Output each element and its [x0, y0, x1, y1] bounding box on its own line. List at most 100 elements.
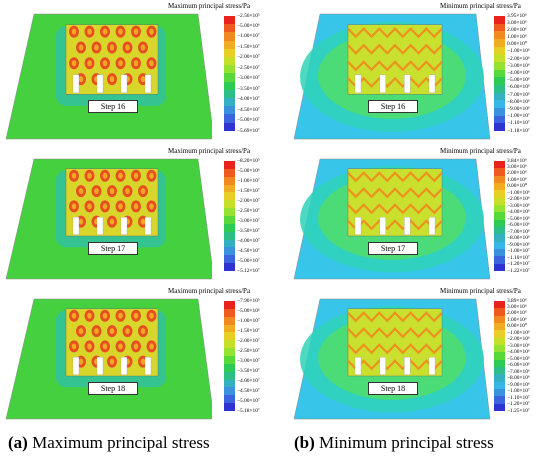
max-2-pillar-core	[94, 328, 99, 335]
min-2-tick-label: −9.00×10⁶	[507, 381, 530, 388]
min-stress-panel-step16: Step 16 Minimum principal stress/Pa 3.95×1…	[280, 0, 550, 145]
min-0-step-label: Step 16	[368, 100, 418, 114]
max-0-colorbar-swatch	[224, 114, 235, 123]
min-2-colorbar-swatch	[494, 381, 505, 389]
max-1-colorbar-swatch	[224, 208, 235, 217]
max-2-tick-label: −4.00×10⁷	[237, 377, 260, 384]
max-0-colorbar	[224, 16, 235, 131]
min-2-colorbar-swatch	[494, 374, 505, 382]
min-0-opening	[428, 74, 436, 94]
min-1-tick-label: 2.00×10⁶	[507, 170, 527, 177]
max-2-step-label: Step 18	[88, 382, 138, 395]
max-1-tick-label: −5.00×10⁷	[237, 257, 260, 264]
max-2-tick-label: −5.00×10⁶	[237, 307, 260, 314]
max-2-tick-label: −3.00×10⁷	[237, 357, 260, 364]
max-1-pillar-core	[94, 188, 99, 195]
max-0-opening	[96, 74, 104, 94]
min-0-tick-label: −1.00×10⁷	[507, 113, 530, 120]
max-1-pillar-core	[149, 172, 154, 179]
min-0-excavation-block	[347, 24, 443, 95]
max-0-colorbar-swatch	[224, 81, 235, 90]
min-0-colorbar-swatch	[494, 123, 505, 131]
min-1-wave-row	[347, 171, 443, 183]
min-2-tick-label: 3.00×10⁶	[507, 304, 527, 310]
min-2-colorbar-swatch	[494, 308, 505, 316]
max-1-opening	[144, 217, 152, 235]
min-2-colorbar	[494, 301, 505, 411]
min-1-colorbar-swatch	[494, 161, 505, 169]
max-0-colorbar-swatch	[224, 98, 235, 107]
min-1-colorbar	[494, 161, 505, 271]
min-1-colorbar-swatch	[494, 190, 505, 198]
max-2-tick-label: −5.18×10⁷	[237, 407, 260, 414]
min-1-tick-label: 1.00×10⁶	[507, 176, 527, 183]
caption-a-label: (a)	[8, 433, 28, 452]
max-stress-panel-step18: Step 18 Maximum principal stress/Pa −7.90×…	[0, 285, 275, 425]
min-1-tick-label: −9.00×10⁶	[507, 241, 530, 248]
min-0-colorbar-swatch	[494, 115, 505, 124]
min-0-colorbar-swatch	[494, 77, 505, 85]
max-0-tick-label: −4.00×10⁷	[237, 96, 260, 103]
min-1-tick-label: 3.00×10⁶	[507, 164, 527, 170]
min-2-wave-row	[347, 359, 443, 371]
caption-b-text: Minimum principal stress	[319, 433, 494, 452]
max-1-colorbar-swatch	[224, 184, 235, 193]
min-2-colorbar-swatch	[494, 301, 505, 309]
max-0-pillar-core	[140, 44, 146, 51]
max-1-legend-title: Maximum principal stress/Pa	[168, 147, 251, 155]
min-0-wave-row	[347, 43, 443, 55]
min-0-tick-label: 0.00×10⁰	[507, 41, 528, 48]
max-1-colorbar-swatch	[224, 239, 235, 248]
min-1-colorbar-swatch	[494, 175, 505, 183]
min-2-colorbar-swatch	[494, 396, 505, 404]
min-2-colorbar-swatch	[494, 337, 505, 345]
max-2-colorbar-swatch	[224, 356, 235, 364]
min-stress-panel-step17: Step 17 Minimum principal stress/Pa 3.84×1…	[280, 145, 550, 285]
min-0-legend-title: Minimum principal stress/Pa	[440, 2, 521, 10]
max-0-pillar-core	[87, 60, 92, 67]
min-0-wave-row	[347, 60, 443, 72]
max-2-pillar-core	[109, 358, 115, 365]
max-1-pillar-core	[140, 188, 146, 195]
max-1-contour-plot	[5, 158, 212, 280]
max-2-pillar-core	[78, 328, 84, 335]
max-2-contour-plot	[5, 298, 212, 420]
max-0-colorbar-swatch	[224, 89, 235, 99]
max-1-tick-label: −1.00×10⁷	[237, 177, 260, 184]
max-stress-panel-step17: Step 17 Maximum principal stress/Pa −8.20×…	[0, 145, 275, 285]
max-2-pillar-core	[87, 343, 92, 350]
min-0-tick-label: −3.00×10⁶	[507, 62, 530, 69]
min-1-opening	[379, 217, 386, 235]
min-2-wave-row	[347, 311, 443, 323]
max-0-step-label: Step 16	[88, 100, 138, 114]
min-2-opening	[354, 357, 362, 375]
max-2-pillar-core	[118, 312, 123, 319]
max-0-pillar-core	[71, 60, 77, 67]
min-2-colorbar-swatch	[494, 322, 505, 331]
max-1-pillar-core	[118, 203, 123, 210]
max-2-colorbar-swatch	[224, 340, 235, 349]
max-0-pillar-core	[102, 60, 108, 67]
max-0-pillar-core	[109, 44, 115, 51]
min-1-tick-label: −6.00×10⁶	[507, 222, 530, 229]
max-2-colorbar-swatch	[224, 403, 235, 412]
min-0-colorbar-swatch	[494, 46, 505, 55]
min-2-tick-label: −1.00×10⁷	[507, 388, 530, 395]
max-1-step-label: Step 17	[88, 242, 138, 255]
min-0-colorbar-swatch	[494, 16, 505, 24]
min-1-tick-label: −1.00×10⁷	[507, 248, 530, 255]
min-0-wave-row	[347, 76, 443, 88]
max-0-contour-plot	[5, 13, 212, 140]
max-2-pillar-core	[102, 343, 108, 350]
max-0-opening	[120, 74, 128, 94]
min-1-colorbar-swatch	[494, 256, 505, 264]
max-0-tick-label: −2.00×10⁷	[237, 54, 260, 61]
min-0-tick-label: −8.00×10⁶	[507, 98, 530, 105]
max-2-colorbar-swatch	[224, 395, 235, 404]
max-1-opening	[96, 217, 104, 235]
min-2-tick-label: −8.00×10⁶	[507, 375, 530, 382]
max-1-colorbar	[224, 161, 235, 272]
max-0-pillar-core	[133, 60, 139, 67]
max-0-opening	[72, 74, 80, 94]
max-2-pillar-core	[140, 358, 146, 365]
